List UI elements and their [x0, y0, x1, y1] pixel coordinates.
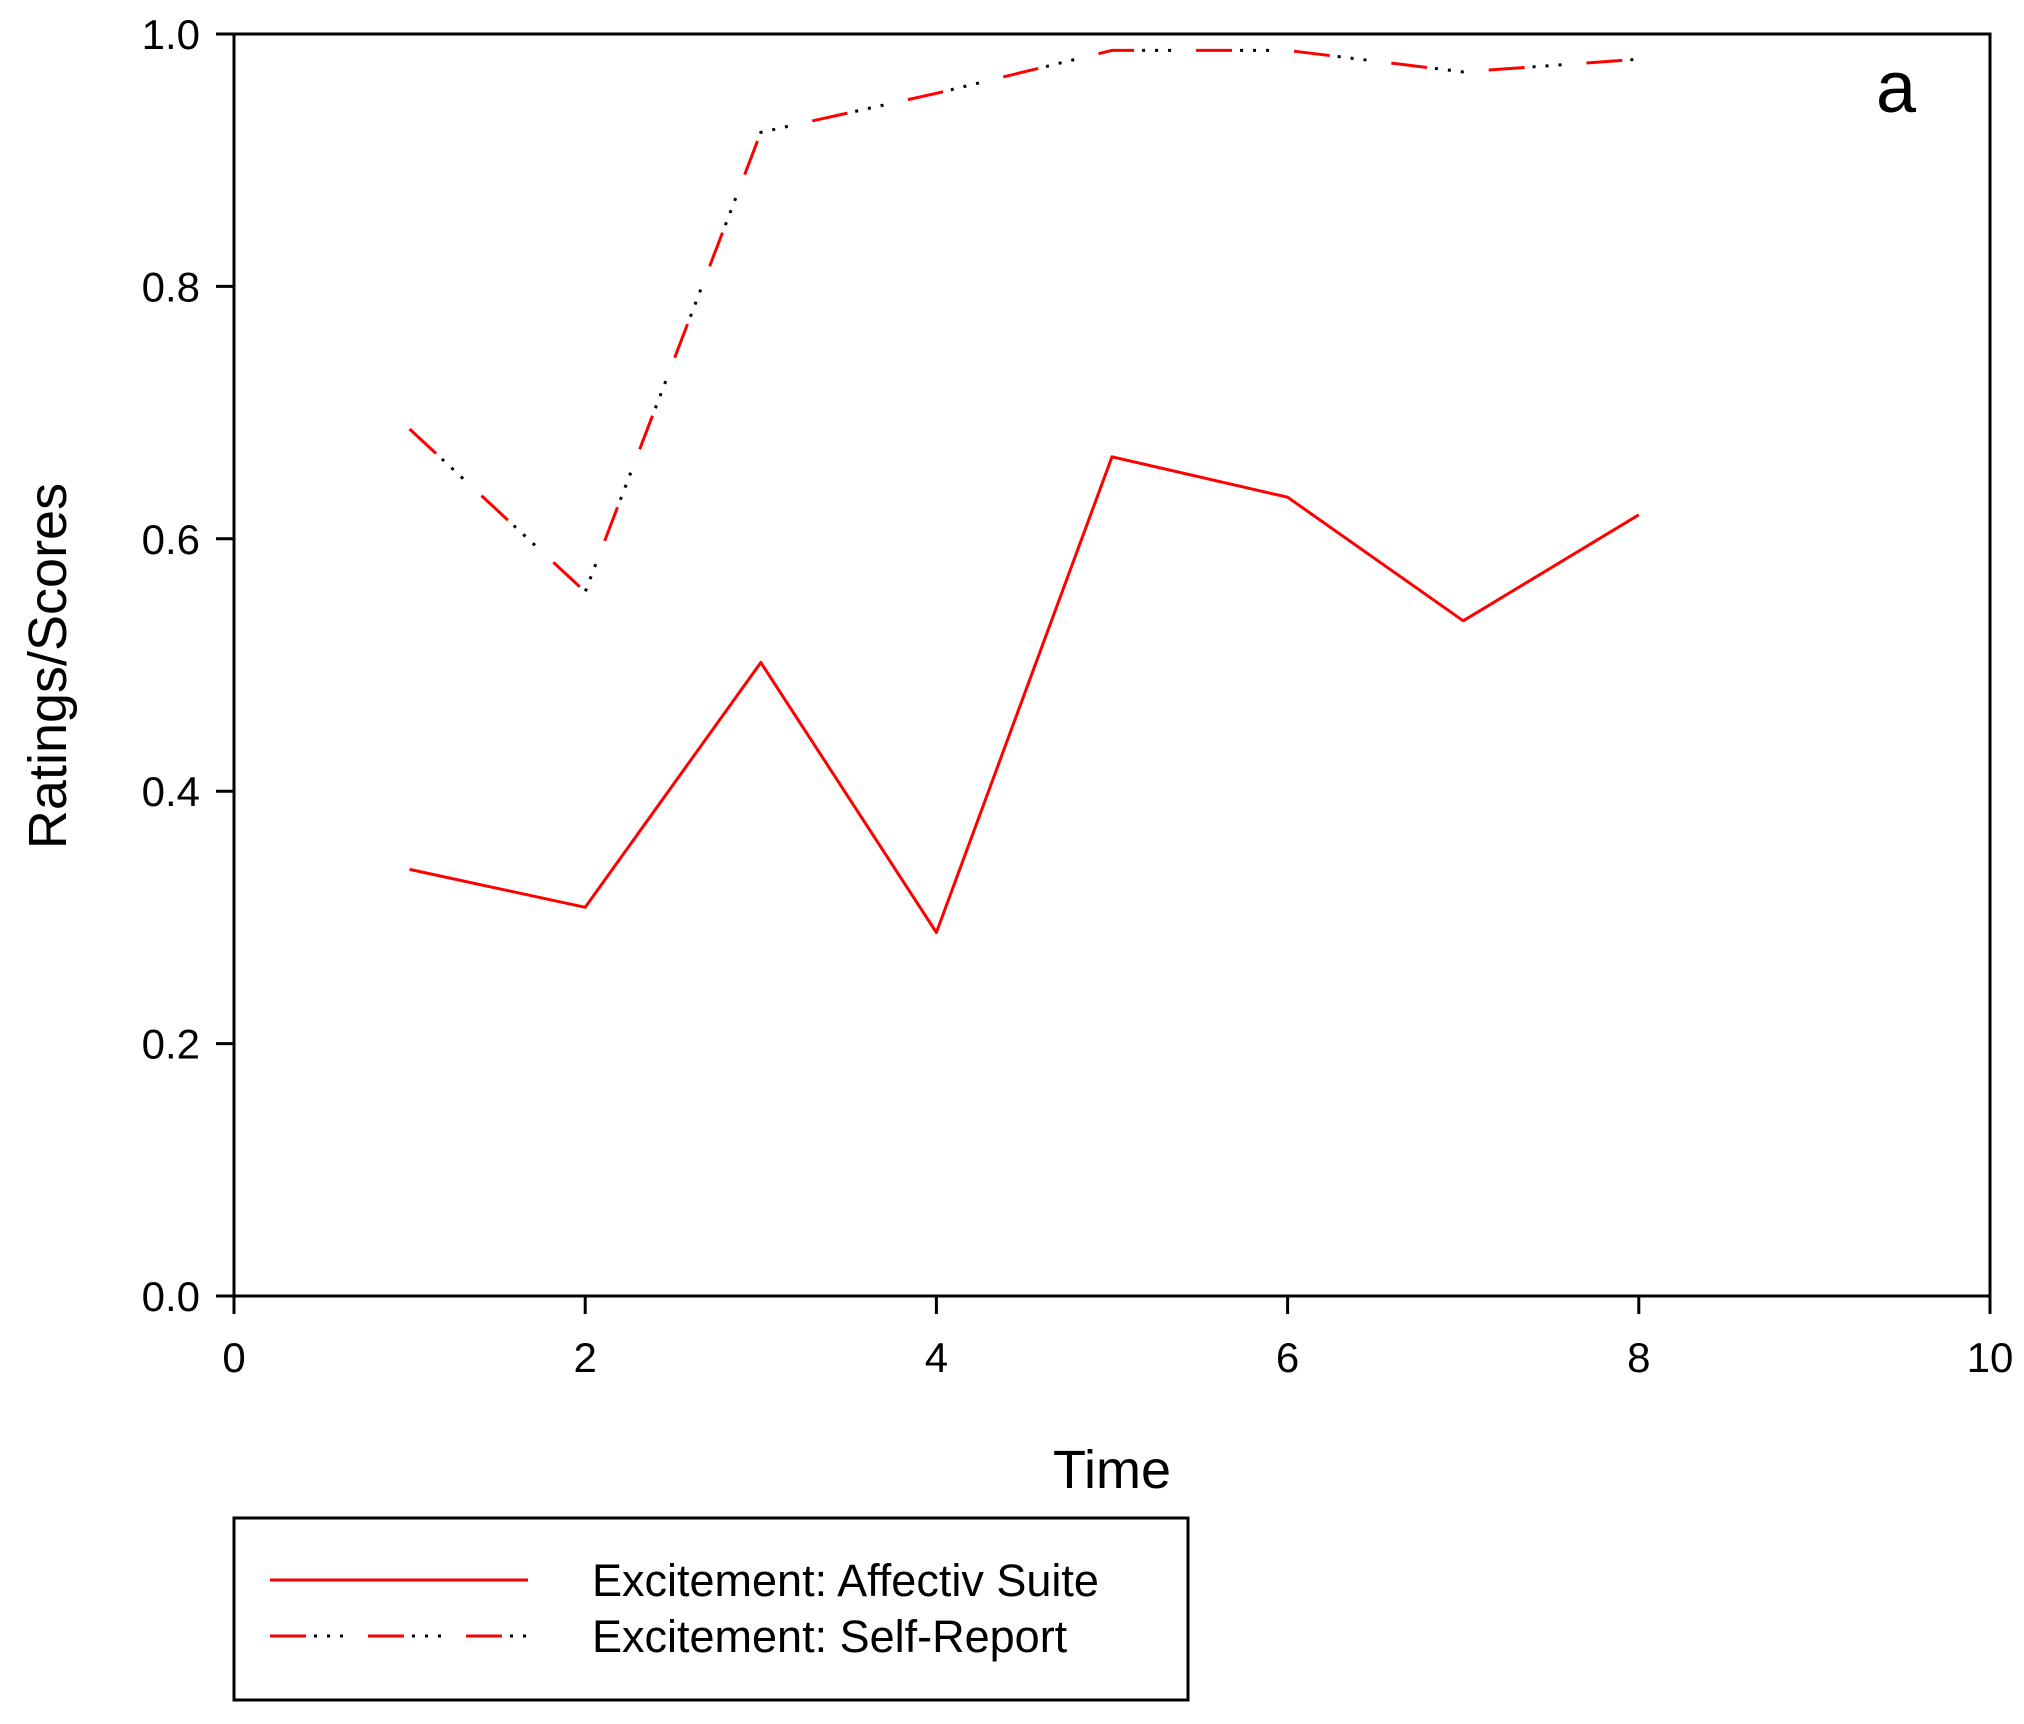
x-axis-title: Time — [1053, 1440, 1171, 1500]
y-tick-label: 0.8 — [142, 263, 200, 310]
y-tick-label: 0.0 — [142, 1273, 200, 1320]
legend-label-self-report: Excitement: Self-Report — [592, 1611, 1068, 1662]
x-tick-label: 2 — [574, 1334, 597, 1381]
y-tick-label: 0.2 — [142, 1021, 200, 1068]
series-layer — [408, 48, 1640, 934]
legend: Excitement: Affectiv Suite Excitement: S… — [232, 1516, 1190, 1702]
y-tick-label: 1.0 — [142, 11, 200, 58]
series-line-affectiv-suite — [409, 455, 1640, 934]
y-axis: 0.0 0.2 0.4 0.6 0.8 1.0 — [142, 11, 234, 1320]
legend-label-affectiv-suite: Excitement: Affectiv Suite — [592, 1555, 1099, 1606]
y-axis-title: Ratings/Scores — [18, 483, 78, 849]
y-tick-label: 0.6 — [142, 516, 200, 563]
x-axis: 0 2 4 6 8 10 — [222, 1296, 2013, 1381]
x-tick-label: 8 — [1627, 1334, 1650, 1381]
x-tick-label: 10 — [1967, 1334, 2014, 1381]
plot-area — [232, 32, 1992, 1298]
series-line-self-report — [408, 48, 1639, 595]
x-tick-label: 4 — [925, 1334, 948, 1381]
y-tick-label: 0.4 — [142, 768, 200, 815]
panel-label: a — [1876, 48, 1917, 128]
x-tick-label: 0 — [222, 1334, 245, 1381]
plot-border — [232, 32, 1992, 1298]
x-tick-label: 6 — [1276, 1334, 1299, 1381]
legend-box — [232, 1516, 1190, 1702]
